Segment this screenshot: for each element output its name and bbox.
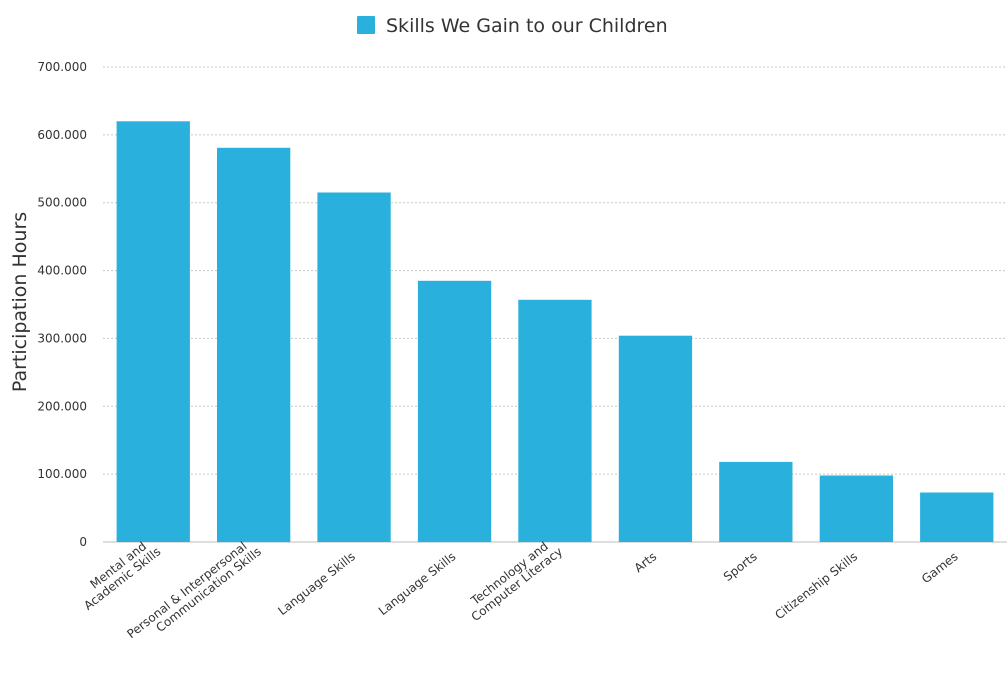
y-tick-label: 500.000	[37, 196, 87, 210]
y-tick-label: 600.000	[37, 128, 87, 142]
x-tick-label: Games	[919, 549, 961, 586]
bars	[117, 121, 994, 542]
legend-label[interactable]: Skills We Gain to our Children	[386, 15, 668, 37]
bar[interactable]	[317, 193, 390, 543]
y-tick-label: 400.000	[37, 264, 87, 278]
x-tick-label: Sports	[721, 549, 760, 584]
y-axis-label: Participation Hours	[9, 212, 31, 392]
y-tick-label: 700.000	[37, 60, 87, 74]
bar[interactable]	[719, 462, 792, 542]
bar[interactable]	[418, 281, 491, 542]
bar[interactable]	[518, 300, 591, 542]
bar[interactable]	[820, 476, 893, 543]
bar[interactable]	[920, 493, 993, 543]
x-tick-label: Arts	[632, 549, 660, 575]
y-tick-label: 200.000	[37, 399, 87, 413]
y-tick-label: 300.000	[37, 331, 87, 345]
bar[interactable]	[619, 336, 692, 542]
bar[interactable]	[217, 148, 290, 542]
x-tick-label: Citizenship Skills	[772, 549, 860, 622]
legend-swatch[interactable]	[357, 16, 375, 34]
x-tick-label: Language Skills	[376, 549, 459, 618]
y-tick-label: 0	[79, 535, 87, 549]
y-axis-ticks: 0 100.000 200.000 300.000 400.000 500.000 600.…	[37, 60, 87, 549]
x-tick-label: Language Skills	[275, 549, 358, 618]
y-tick-label: 100.000	[37, 467, 87, 481]
x-tick-label: Technology andComputer Literacy	[461, 534, 566, 624]
legend[interactable]: Skills We Gain to our Children	[357, 15, 668, 37]
bar[interactable]	[117, 121, 190, 542]
